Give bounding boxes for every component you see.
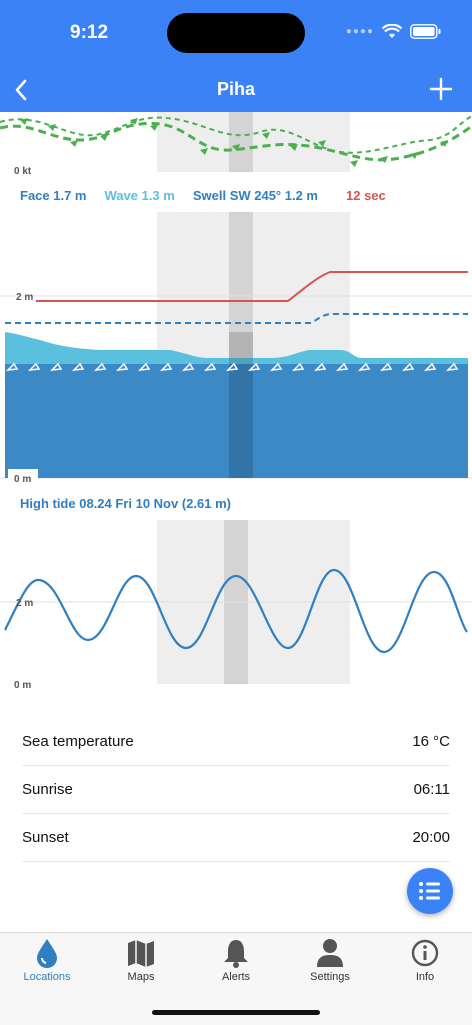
tab-label: Maps [127,971,155,983]
tab-locations[interactable]: Locations [7,937,87,983]
tab-label: Info [415,971,435,983]
wave-axis-2m-label: 2 m [16,292,34,303]
add-icon[interactable] [428,76,454,102]
home-indicator [152,1010,320,1015]
battery-icon [410,24,441,39]
list-icon [419,882,440,900]
list-menu-button[interactable] [407,868,453,914]
wave-chart [0,212,472,481]
bell-icon [224,940,248,968]
info-value: 16 °C [412,732,450,750]
wifi-icon [382,24,402,38]
info-value: 20:00 [412,828,450,846]
legend-face: Face 1.7 m [20,188,87,203]
tide-axis-2m-label: 2 m [16,598,34,609]
wave-axis-0m-label: 0 m [14,474,32,485]
info-label: Sunrise [22,780,73,798]
dynamic-island [167,13,305,53]
tab-label: Settings [310,971,350,983]
status-bar: 9:12 ●●●● [0,0,472,76]
tide-axis-0m-label: 0 m [14,680,32,691]
wave-legend: Face 1.7 m Wave 1.3 m Swell SW 245° 1.2 … [20,188,386,203]
legend-period: 12 sec [346,188,386,203]
tab-alerts[interactable]: Alerts [196,937,276,983]
back-chevron-icon[interactable] [8,76,36,104]
signal-icon: ●●●● [345,26,374,37]
status-icons: ●●●● [346,24,442,39]
forecast-content[interactable]: 0 kt Face 1.7 m Wave 1.3 m Swell SW 245°… [0,112,472,932]
wind-axis-zero-label: 0 kt [14,166,32,177]
tab-label: Locations [23,971,71,983]
wind-chart [0,112,472,172]
person-icon [317,939,343,967]
high-tide-title: High tide 08.24 Fri 10 Nov (2.61 m) [20,496,231,511]
tab-settings[interactable]: Settings [290,937,370,983]
info-label: Sunset [22,828,69,846]
map-icon [128,940,154,967]
status-time: 9:12 [70,22,109,43]
sunset-row: Sunset 20:00 [22,813,450,862]
legend-swell: Swell SW 245° 1.2 m [192,188,318,203]
tab-bar: Locations Maps Alerts Settings Info [0,932,472,1025]
info-label: Sea temperature [22,732,134,750]
info-icon [411,939,439,967]
sunrise-row: Sunrise 06:11 [22,765,450,814]
sea-temperature-row: Sea temperature 16 °C [22,717,450,766]
tide-chart [0,520,472,684]
drop-icon [37,939,57,968]
navigation-bar: Piha [0,66,472,112]
info-value: 06:11 [413,780,450,798]
legend-wave: Wave 1.3 m [104,188,175,203]
tab-maps[interactable]: Maps [101,937,181,983]
tab-label: Alerts [221,971,251,983]
tab-info[interactable]: Info [385,937,465,983]
page-title: Piha [216,79,255,99]
